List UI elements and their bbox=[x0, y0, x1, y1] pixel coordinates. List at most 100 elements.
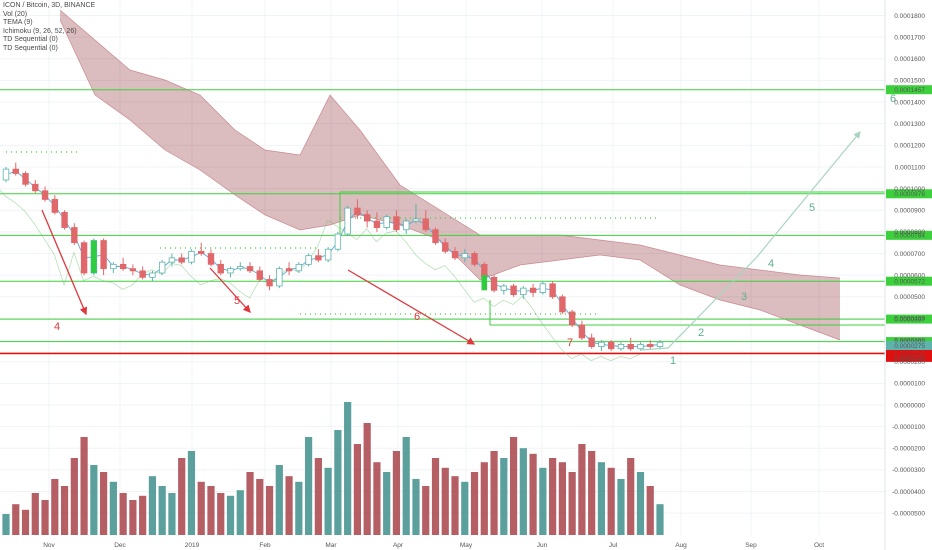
candle-body bbox=[490, 276, 498, 291]
y-tick-label: 0.0000700 bbox=[894, 251, 925, 258]
candle-body bbox=[637, 343, 644, 350]
volume-bar bbox=[295, 481, 303, 535]
candle-body bbox=[588, 337, 595, 347]
volume-bar bbox=[500, 458, 508, 535]
legend-item: Ichimoku (9, 26, 52, 26) bbox=[3, 27, 77, 35]
volume-bar bbox=[236, 490, 244, 535]
candle-body bbox=[471, 253, 478, 265]
volume-bar bbox=[41, 500, 49, 535]
volume-bar bbox=[568, 472, 576, 535]
volume-bar bbox=[139, 495, 147, 535]
volume-bar bbox=[441, 467, 449, 535]
volume-bar bbox=[207, 486, 215, 535]
candle-body bbox=[100, 240, 107, 270]
volume-bar bbox=[2, 514, 10, 535]
candle-body bbox=[61, 212, 68, 228]
candle-body bbox=[91, 240, 97, 273]
volume-bar bbox=[539, 467, 547, 535]
candle-body bbox=[568, 311, 576, 326]
candle-body bbox=[276, 268, 283, 287]
level-price-tag bbox=[886, 276, 932, 286]
volume-bar bbox=[627, 458, 635, 535]
volume-bar bbox=[324, 467, 332, 535]
candle-body bbox=[344, 207, 351, 235]
level-price-text: 0.0001457 bbox=[894, 87, 925, 94]
volume-bar bbox=[490, 451, 498, 535]
candle-body bbox=[256, 270, 263, 280]
candle-body bbox=[539, 283, 547, 293]
candle-body bbox=[149, 272, 156, 278]
volume-bar bbox=[70, 458, 78, 535]
volume-bar bbox=[588, 451, 596, 535]
y-tick-label: -0.0000100 bbox=[892, 424, 925, 431]
volume-bar bbox=[21, 509, 30, 535]
level-price-text: 0.0000976 bbox=[894, 191, 925, 198]
candle-body bbox=[500, 285, 508, 291]
candle-body bbox=[207, 253, 215, 265]
candle-body bbox=[237, 266, 244, 270]
candle-body bbox=[198, 250, 205, 254]
candle-body bbox=[412, 218, 420, 222]
volume-bar bbox=[90, 465, 98, 535]
volume-bar bbox=[197, 481, 205, 535]
wave-label: 5 bbox=[809, 202, 815, 214]
candle-body bbox=[246, 266, 254, 272]
volume-bar bbox=[265, 486, 274, 535]
candle-body bbox=[520, 287, 527, 296]
y-tick-label: 0.0001800 bbox=[894, 13, 925, 20]
candle-body bbox=[559, 296, 566, 313]
cloud-band bbox=[60, 10, 840, 340]
price-tag-text: 0.0000275 bbox=[894, 343, 925, 350]
wave-label: 5 bbox=[234, 295, 240, 307]
indicator-lines bbox=[0, 151, 885, 362]
trend-drawings[interactable] bbox=[41, 131, 861, 351]
candle-body bbox=[549, 283, 556, 298]
volume-bar bbox=[519, 448, 527, 535]
volume-bar bbox=[119, 493, 127, 535]
wave-label: 1 bbox=[670, 355, 676, 367]
wave-annotations: 4 5 6 7 1 2 3 4 5 6 bbox=[54, 93, 896, 367]
y-tick-label: 0.0000300 bbox=[894, 337, 925, 344]
candle-body bbox=[158, 261, 166, 274]
projection-arrow bbox=[639, 131, 861, 351]
candle-body bbox=[363, 214, 371, 222]
volume-bar bbox=[100, 472, 108, 535]
legend-item: TD Sequential (0) bbox=[3, 36, 58, 44]
volume-bar bbox=[656, 504, 664, 535]
y-tick-label: 0.0001300 bbox=[894, 121, 925, 128]
horizontal-levels[interactable]: 0.00014570.00009760.00007840.00005720.00… bbox=[0, 85, 932, 362]
volume-bar bbox=[461, 481, 469, 535]
volume-bar bbox=[304, 437, 313, 535]
legend-item: TEMA (9) bbox=[3, 19, 33, 27]
grid-lines bbox=[0, 0, 885, 535]
candle-body bbox=[41, 190, 49, 200]
volume-bar bbox=[383, 472, 391, 535]
price-axis[interactable]: 0.0001800 0.0001700 0.0001600 0.0001500 0.00… bbox=[884, 0, 926, 550]
candle-body bbox=[442, 242, 449, 252]
candle-body bbox=[285, 268, 293, 272]
volume-bar bbox=[187, 451, 196, 535]
candle-body bbox=[627, 343, 634, 350]
volume-bar bbox=[431, 458, 440, 535]
legend-item: Vol (20) bbox=[3, 10, 28, 18]
candle-body bbox=[656, 341, 664, 347]
candle-body bbox=[334, 233, 342, 250]
candle-body bbox=[598, 341, 605, 347]
y-tick-label: 0.0001700 bbox=[894, 34, 925, 41]
volume-bar bbox=[373, 462, 381, 535]
lagging-span bbox=[0, 189, 641, 362]
time-axis[interactable]: Nov Dec 2019 Feb Mar Apr May Jun Jul Aug Sep Oct bbox=[43, 542, 824, 549]
y-tick-label: 0.0001100 bbox=[895, 164, 926, 171]
candle-body bbox=[461, 253, 468, 259]
candle-body bbox=[647, 343, 654, 347]
volume-bar bbox=[636, 472, 645, 535]
y-tick-label: 0.0001200 bbox=[894, 143, 925, 150]
candle-body bbox=[178, 257, 185, 263]
x-tick-label: Apr bbox=[393, 542, 404, 549]
level-price-tag bbox=[886, 85, 932, 95]
volume-bar bbox=[256, 479, 264, 535]
volume-bar bbox=[80, 437, 88, 535]
volume-bar bbox=[392, 451, 401, 535]
y-tick-label: 0.0001000 bbox=[894, 186, 925, 193]
